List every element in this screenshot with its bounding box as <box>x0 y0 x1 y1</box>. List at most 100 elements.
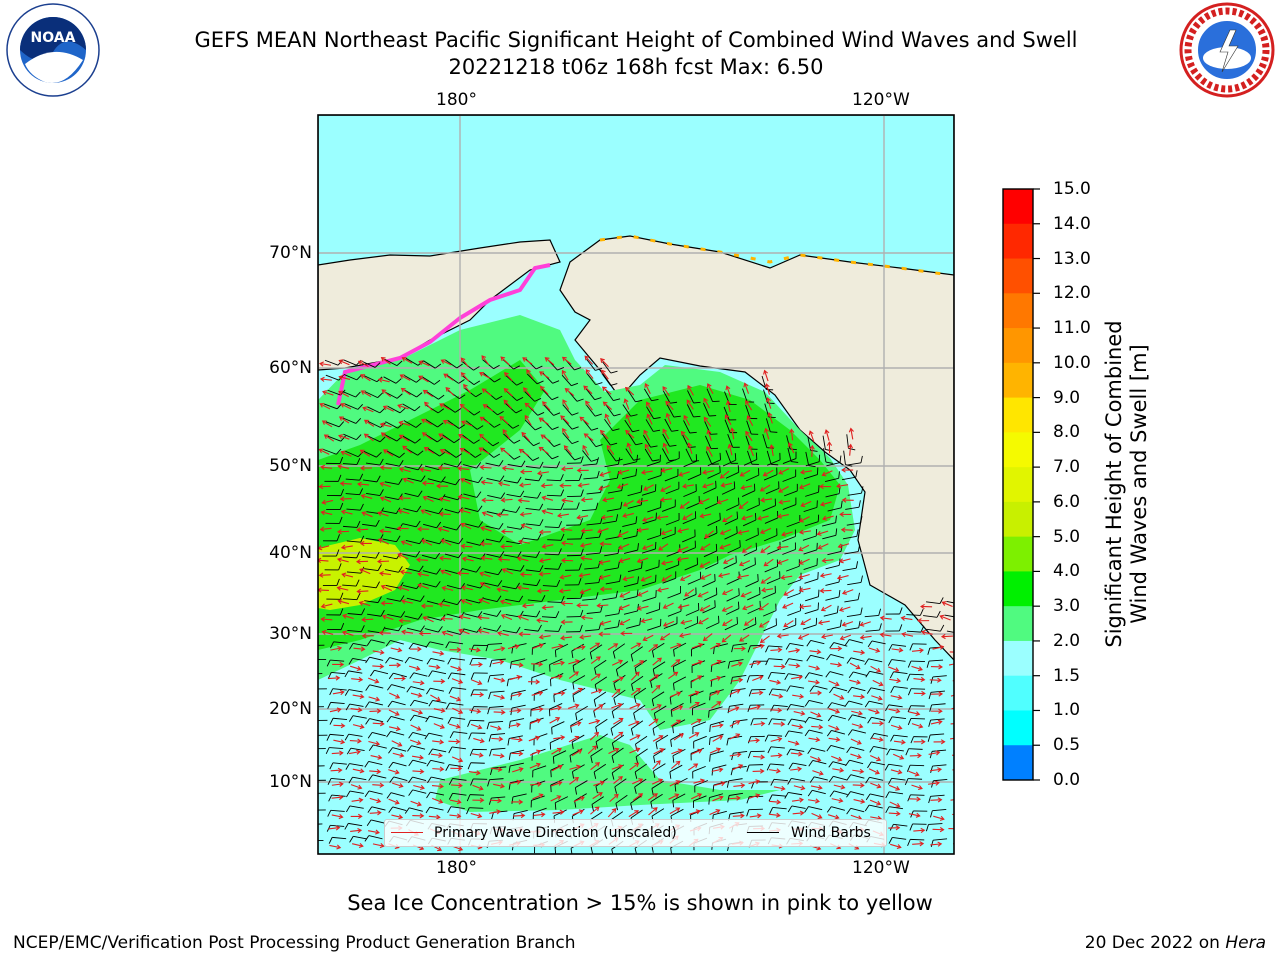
wave-direction-arrow <box>672 705 684 712</box>
wind-barb <box>724 511 739 525</box>
wind-barb <box>325 421 345 428</box>
wind-barb <box>342 551 360 559</box>
wind-barb <box>488 796 506 805</box>
wind-barb <box>906 673 924 681</box>
wave-direction-arrow <box>590 762 601 771</box>
wave-direction-arrow <box>381 614 394 620</box>
wind-barb <box>402 435 421 444</box>
wave-direction-arrow <box>888 708 901 714</box>
wave-direction-arrow <box>819 572 832 578</box>
wind-barb <box>329 717 348 725</box>
wave-direction-arrow <box>536 588 549 594</box>
wind-barb <box>342 391 361 398</box>
wave-direction-arrow <box>748 779 761 785</box>
wind-barb <box>362 519 380 527</box>
wave-direction-arrow <box>792 693 805 699</box>
wave-direction-arrow <box>377 538 389 545</box>
wave-direction-arrow <box>950 799 954 801</box>
wind-barb <box>318 719 328 721</box>
wind-barb <box>809 776 828 783</box>
wind-barb <box>885 704 903 712</box>
wind-barb <box>595 733 608 749</box>
wave-direction-arrow <box>879 632 892 638</box>
wind-barb <box>647 468 662 481</box>
wind-barb <box>707 512 721 527</box>
wave-direction-arrow <box>691 675 703 683</box>
wave-direction-arrow <box>760 576 772 584</box>
wave-direction-arrow <box>872 679 884 687</box>
wave-direction-arrow <box>759 635 770 643</box>
wave-direction-arrow <box>911 723 924 729</box>
wave-direction-arrow <box>359 465 373 471</box>
wind-barb <box>867 640 886 648</box>
wind-barb <box>704 556 719 570</box>
wave-direction-arrow <box>388 769 400 775</box>
wind-barb <box>767 746 785 754</box>
wind-barb <box>503 551 522 558</box>
wind-barb <box>326 608 344 616</box>
wave-direction-arrow <box>711 722 724 729</box>
wind-barb <box>421 552 440 560</box>
wind-barb <box>747 587 761 601</box>
wind-barb <box>763 618 777 632</box>
wave-direction-arrow <box>930 708 943 714</box>
wave-direction-arrow <box>332 689 345 696</box>
wind-barb <box>845 500 861 510</box>
wave-direction-arrow <box>763 558 774 567</box>
wind-barb <box>686 404 701 418</box>
wind-barb <box>325 516 343 524</box>
wind-barb <box>586 605 603 614</box>
wave-direction-arrow <box>520 523 533 530</box>
wind-barb <box>823 448 833 464</box>
wave-direction-arrow <box>461 556 474 562</box>
wave-direction-arrow <box>551 747 562 755</box>
wave-direction-arrow <box>338 374 351 380</box>
wave-direction-arrow <box>782 602 794 609</box>
wind-barb <box>727 792 744 803</box>
wind-barb <box>746 808 763 817</box>
wave-direction-arrow <box>509 779 522 785</box>
wave-direction-arrow <box>769 799 782 805</box>
wave-direction-arrow <box>513 812 526 819</box>
wind-barb <box>745 574 759 588</box>
wind-barb <box>593 691 607 707</box>
wave-direction-arrow <box>531 706 544 712</box>
wave-direction-arrow <box>432 650 445 656</box>
wind-barb <box>692 702 706 716</box>
wave-direction-arrow <box>560 415 570 424</box>
wind-barb <box>610 720 623 736</box>
wind-barb <box>486 720 504 730</box>
wave-direction-arrow <box>580 528 593 534</box>
wind-barb <box>784 792 803 799</box>
wave-direction-arrow <box>421 432 432 440</box>
wave-direction-arrow <box>352 768 365 774</box>
wave-direction-arrow <box>524 402 535 411</box>
wave-direction-arrow <box>372 721 385 727</box>
wave-direction-arrow <box>551 764 563 772</box>
wave-direction-arrow <box>752 643 765 650</box>
wave-direction-arrow <box>890 694 903 700</box>
wave-direction-arrow <box>550 705 562 711</box>
wave-direction-arrow <box>810 711 822 718</box>
wind-barb <box>565 563 582 571</box>
wave-direction-arrow <box>753 754 766 760</box>
wave-direction-arrow <box>908 812 921 818</box>
wind-barb <box>527 595 546 602</box>
wind-barb <box>687 571 702 585</box>
wave-direction-arrow <box>836 483 849 489</box>
wave-direction-arrow <box>687 384 694 396</box>
wave-direction-arrow <box>812 770 824 776</box>
wave-direction-arrow <box>369 708 382 714</box>
wind-barb <box>532 807 547 820</box>
wave-direction-arrow <box>409 646 422 652</box>
footer-host: Hera <box>1225 933 1266 953</box>
wave-direction-arrow <box>369 797 382 804</box>
wave-direction-arrow <box>563 445 572 455</box>
wind-barb <box>745 405 758 420</box>
wind-barb <box>804 729 823 737</box>
wind-barb <box>865 623 882 632</box>
wind-barb <box>554 643 569 658</box>
wind-barb <box>388 672 407 680</box>
wind-barb <box>388 747 407 754</box>
wind-barb <box>593 763 607 779</box>
